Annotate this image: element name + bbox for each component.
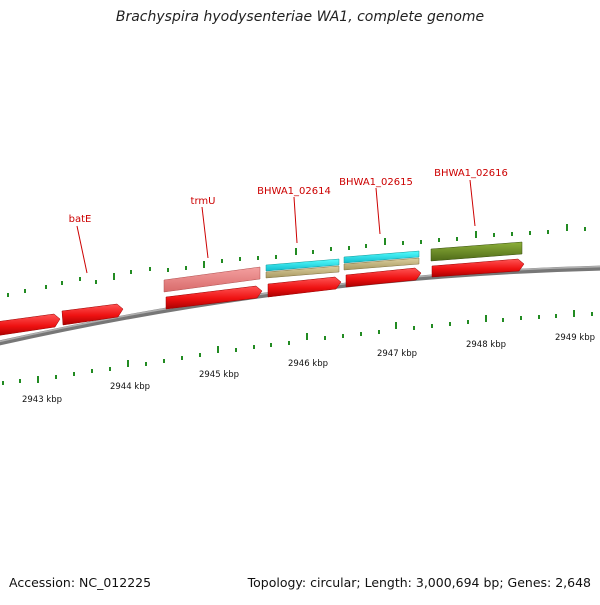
outer-tick-row (7, 224, 586, 297)
gene-label-batE[interactable]: batE (69, 214, 92, 225)
cds-arrow[interactable] (165, 285, 263, 310)
cds-arrow[interactable] (431, 258, 525, 278)
gene-feature-cyan[interactable] (265, 258, 340, 272)
cds-row-lower (0, 258, 525, 336)
genome-summary-text: Topology: circular; Length: 3,000,694 bp… (247, 575, 591, 590)
inner-tick-row (2, 310, 593, 385)
gene-label-bhwa1-02616[interactable]: BHWA1_02616 (434, 168, 508, 179)
trna-trmU-feature[interactable] (163, 266, 261, 293)
scale-label-2945: 2945 kbp (199, 370, 239, 380)
gene-feature-tan[interactable] (343, 257, 420, 271)
scale-label-2948: 2948 kbp (466, 340, 506, 350)
genome-backbone-highlight (0, 265, 600, 343)
label-leaders (76, 179, 476, 274)
scale-label-2944: 2944 kbp (110, 382, 150, 392)
scale-label-2943: 2943 kbp (22, 395, 62, 405)
map-title: Brachyspira hyodysenteriae WA1, complete… (115, 9, 485, 25)
gene-feature-tan[interactable] (265, 265, 340, 279)
scale-label-2947: 2947 kbp (377, 349, 417, 359)
gene-label-trmU[interactable]: trmU (191, 196, 216, 207)
scale-label-2949: 2949 kbp (555, 333, 595, 343)
accession-text: Accession: NC_012225 (9, 575, 152, 590)
cds-arrow[interactable] (0, 313, 61, 336)
gene-labels: batE trmU BHWA1_02614 BHWA1_02615 BHWA1_… (69, 168, 508, 225)
gene-feature-cyan[interactable] (343, 250, 420, 264)
scale-labels: 2943 kbp 2944 kbp 2945 kbp 2946 kbp 2947… (22, 333, 595, 405)
cds-arrow[interactable] (267, 276, 342, 298)
gene-row-upper (163, 241, 523, 293)
gene-label-bhwa1-02615[interactable]: BHWA1_02615 (339, 177, 413, 188)
scale-label-2946: 2946 kbp (288, 359, 328, 369)
genome-backbone (0, 265, 600, 346)
cds-arrow[interactable] (61, 303, 124, 326)
cds-arrow[interactable] (345, 267, 422, 288)
gene-label-bhwa1-02614[interactable]: BHWA1_02614 (257, 186, 331, 197)
gene-feature-olive[interactable] (430, 241, 523, 262)
